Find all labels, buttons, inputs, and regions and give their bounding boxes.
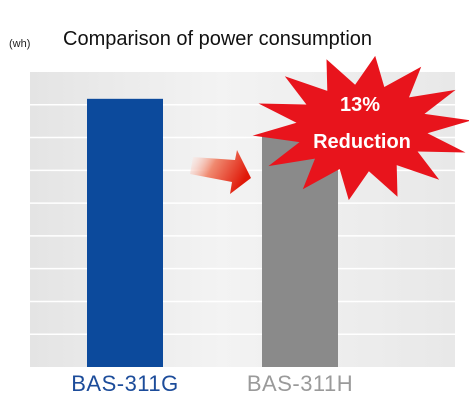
x-tick-label-bas-311g: BAS-311G bbox=[71, 371, 179, 396]
x-tick-label-bas-311h: BAS-311H bbox=[246, 371, 354, 396]
reduction-arrow bbox=[190, 150, 251, 194]
chart-title: Comparison of power consumption bbox=[63, 28, 373, 50]
y-axis-unit-label: (wh) bbox=[9, 38, 31, 50]
bar-bas-311g bbox=[87, 98, 163, 368]
reduction-label-text: Reduction bbox=[313, 131, 411, 153]
reduction-percent-text: 13% bbox=[340, 94, 380, 116]
reduction-burst-badge bbox=[252, 55, 469, 201]
